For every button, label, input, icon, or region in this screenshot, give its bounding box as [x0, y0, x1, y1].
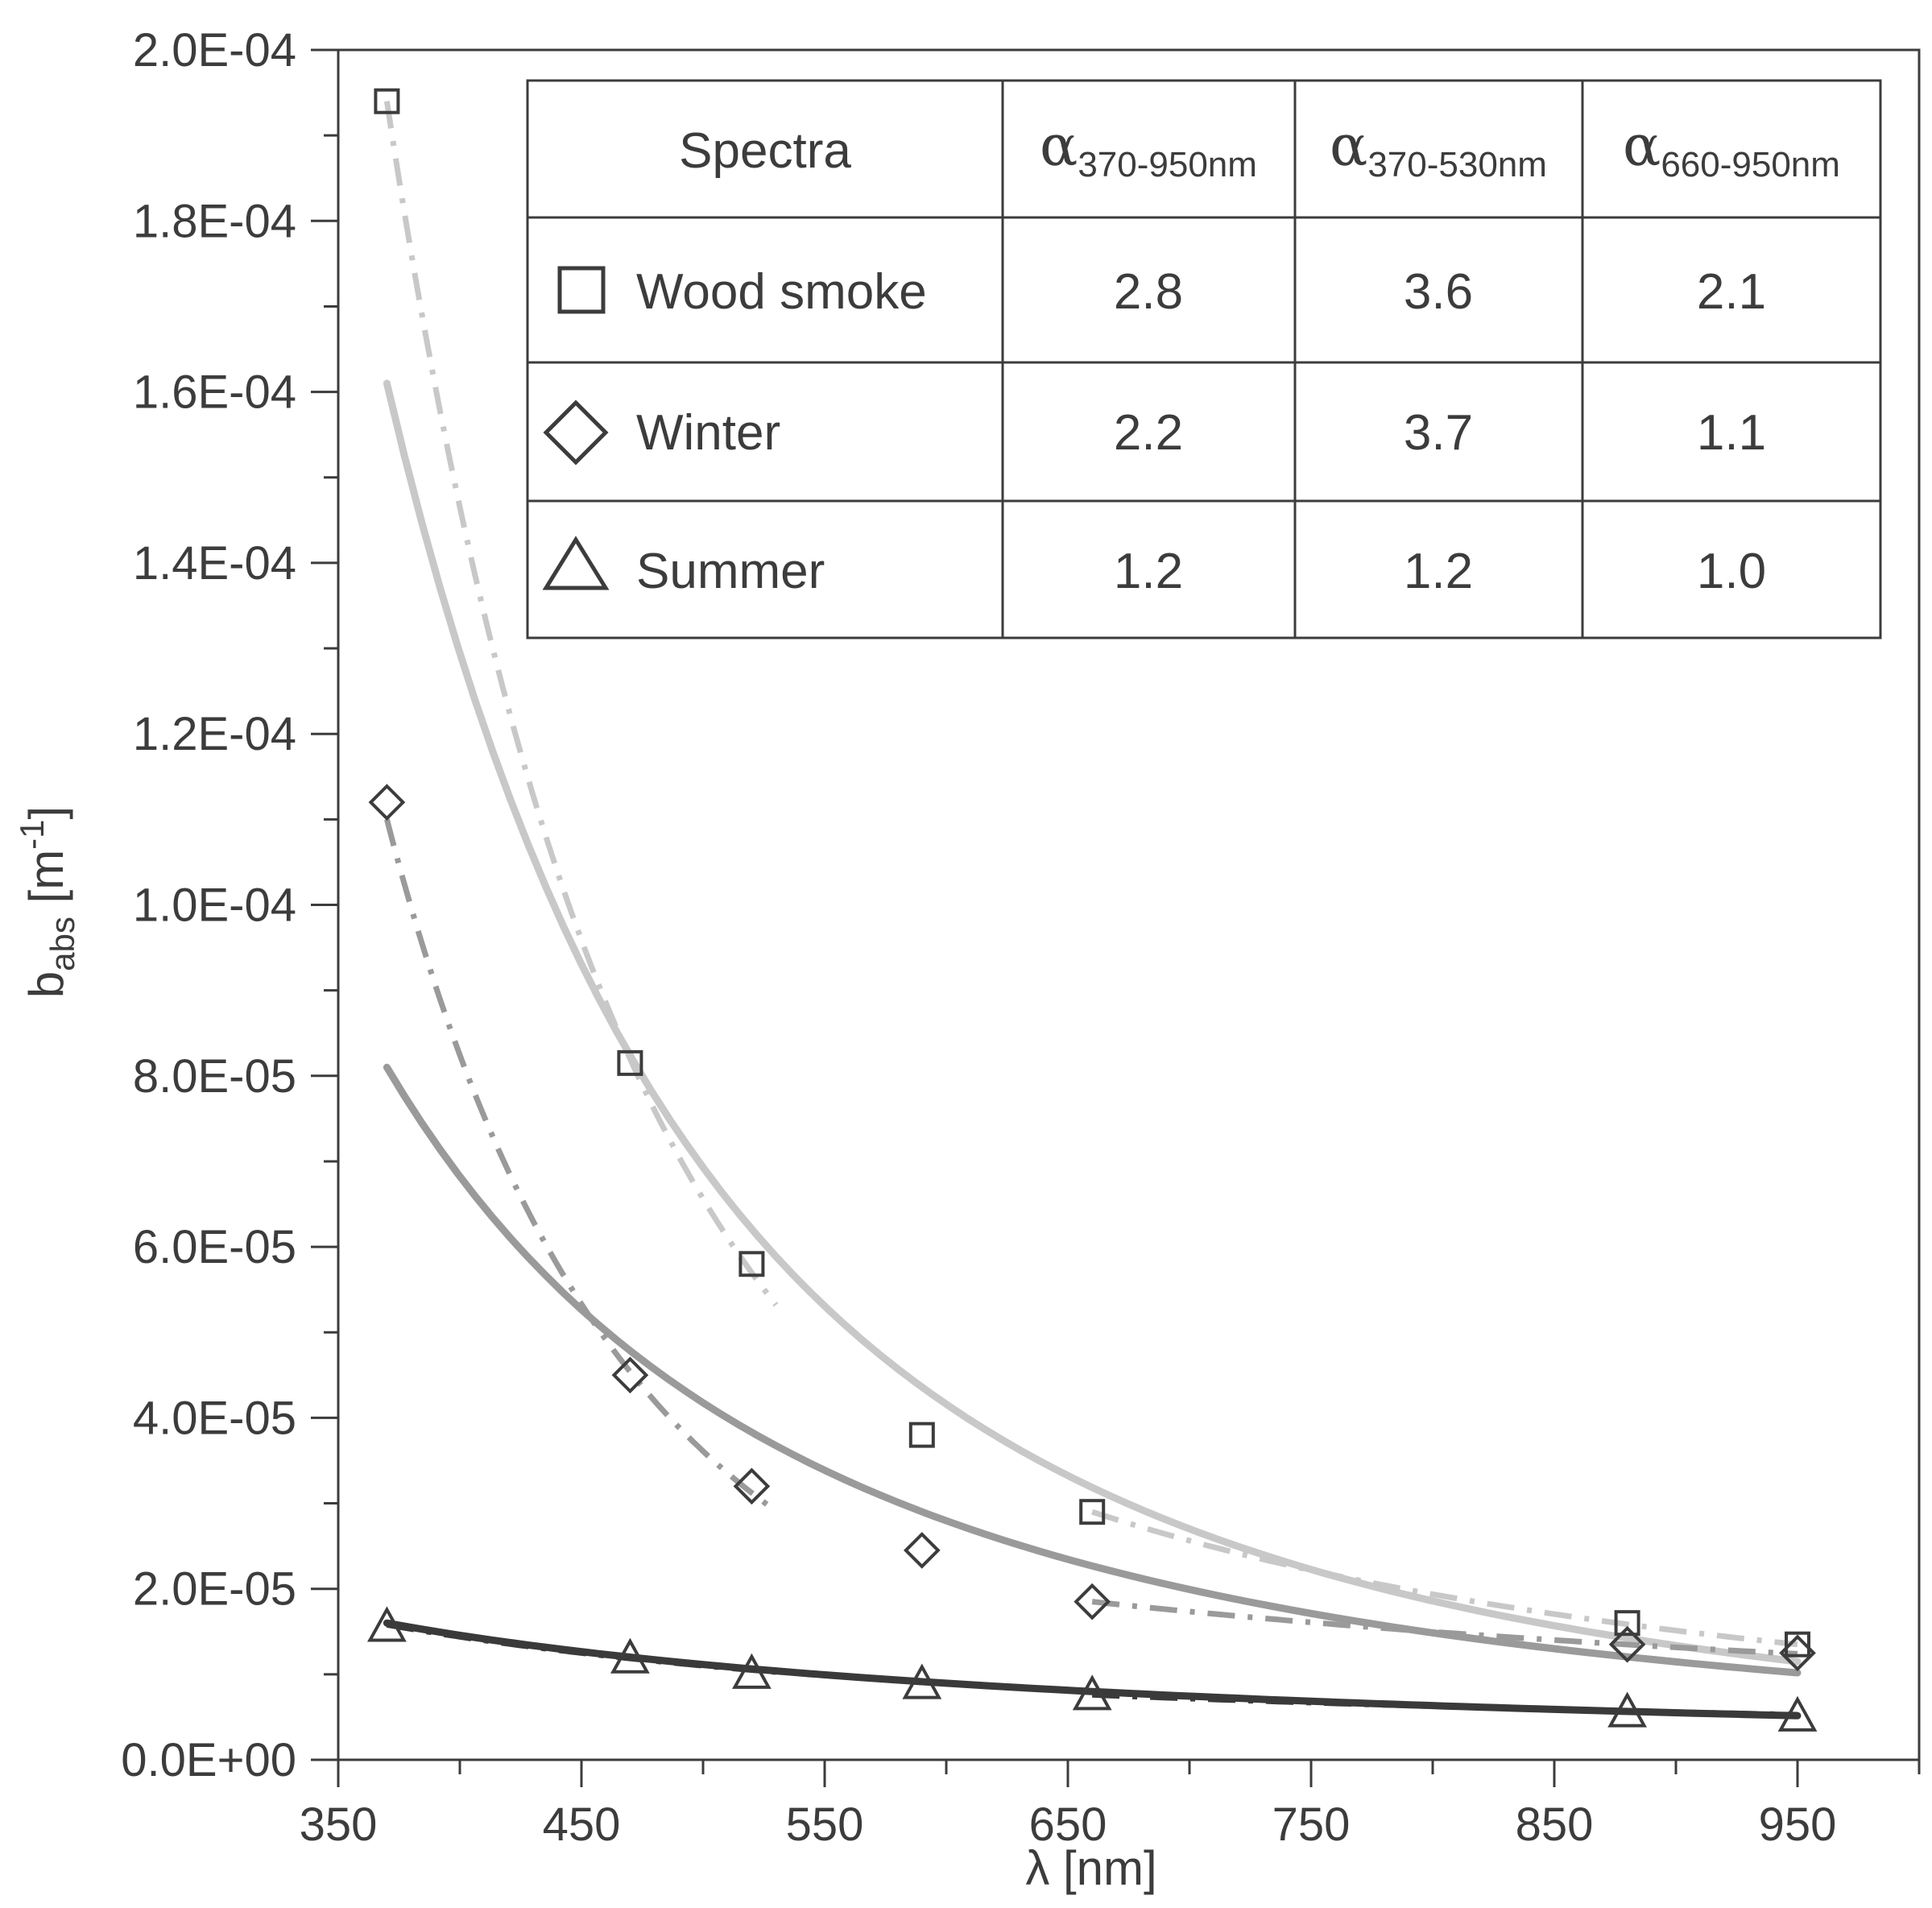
table-cell: 1.1	[1697, 405, 1766, 461]
table-cell: 2.2	[1114, 405, 1183, 461]
table-cell: 1.2	[1114, 544, 1183, 599]
winter-fit-370-530	[384, 818, 778, 1513]
summer-fit-370-950	[383, 1619, 1802, 1720]
x-tick-label: 750	[1272, 1798, 1351, 1851]
winter-data-point	[1779, 1634, 1816, 1672]
wood-smoke-data-point	[617, 1049, 643, 1076]
summer-data-point	[732, 1653, 772, 1689]
summer-fit-660-950	[1092, 1691, 1798, 1718]
summer-data-point	[1072, 1674, 1112, 1711]
alpha-table: Spectra α370-950nm α370-530nm α660-950nm…	[526, 79, 1882, 639]
y-tick-label: 4.0E-05	[133, 1392, 296, 1444]
y-tick-label: 0.0E+00	[121, 1734, 296, 1786]
winter-fit-370-950	[383, 1063, 1802, 1677]
summer-data-point	[902, 1663, 942, 1699]
winter-fit-660-950	[1091, 1599, 1798, 1657]
summer-data-point	[1777, 1695, 1818, 1732]
table-cell: 1.2	[1404, 544, 1473, 599]
triangle-marker-icon	[542, 536, 610, 590]
table-cell: 3.7	[1404, 405, 1473, 461]
y-tick-label: 8.0E-05	[133, 1050, 296, 1103]
wood-smoke-data-point	[1785, 1631, 1810, 1658]
table-row-label-wood-smoke: Wood smoke	[636, 264, 927, 320]
wood-smoke-data-point	[1614, 1610, 1640, 1637]
winter-data-point	[1074, 1583, 1111, 1620]
summer-fit-370-530	[386, 1621, 776, 1675]
summer-data-point	[1607, 1691, 1647, 1728]
table-cell: 1.0	[1697, 544, 1766, 599]
wood-smoke-fit-660-950	[1091, 1509, 1798, 1648]
y-tick-label: 1.8E-04	[133, 195, 296, 247]
y-tick-label: 2.0E-04	[133, 24, 296, 77]
table-header-alpha-2: α370-530nm	[1330, 113, 1547, 184]
y-tick-label: 1.4E-04	[133, 537, 296, 590]
diamond-marker-icon	[543, 399, 609, 466]
table-row-label-summer: Summer	[636, 544, 825, 599]
y-tick-label: 1.2E-04	[133, 708, 296, 760]
wood-smoke-data-point	[374, 88, 400, 114]
wood-smoke-data-point	[738, 1251, 765, 1277]
x-tick-label: 650	[1029, 1798, 1107, 1851]
winter-data-point	[368, 784, 406, 821]
table-header-alpha-3: α660-950nm	[1623, 113, 1840, 184]
table-cell: 3.6	[1404, 264, 1473, 320]
y-tick-label: 1.0E-04	[133, 880, 296, 932]
x-tick-label: 350	[300, 1798, 378, 1851]
wood-smoke-fit-370-530	[383, 101, 779, 1307]
winter-data-point	[1608, 1625, 1646, 1663]
table-cell: 2.1	[1697, 264, 1766, 320]
table-row-label-winter: Winter	[636, 405, 780, 461]
table-header-spectra: Spectra	[679, 123, 851, 179]
summer-data-point	[610, 1637, 650, 1674]
axes: 0.0E+00 2.0E-05 4.0E-05 6.0E-05 8.0E-05 1.0E-…	[121, 24, 1921, 1851]
summer-data-point	[367, 1606, 407, 1642]
data-markers	[367, 88, 1818, 1732]
winter-data-point	[611, 1356, 649, 1394]
wood-smoke-data-point	[908, 1422, 935, 1448]
y-tick-label: 1.6E-04	[133, 366, 296, 419]
square-marker-icon	[557, 266, 606, 314]
table-header-alpha-1: α370-950nm	[1040, 113, 1257, 184]
x-axis-title: λ [nm]	[1025, 1841, 1156, 1895]
x-tick-label: 950	[1759, 1798, 1837, 1851]
wood-smoke-data-point	[1079, 1499, 1106, 1525]
table-frame	[526, 79, 1882, 639]
table-cell: 2.8	[1114, 264, 1183, 320]
y-tick-label: 6.0E-05	[133, 1221, 296, 1273]
x-tick-label: 450	[543, 1798, 621, 1851]
x-tick-label: 850	[1516, 1798, 1594, 1851]
winter-data-point	[733, 1467, 771, 1505]
y-axis-title: babs [m-1]	[13, 806, 81, 998]
winter-data-point	[903, 1532, 941, 1569]
x-tick-label: 550	[786, 1798, 864, 1851]
y-tick-label: 2.0E-05	[133, 1563, 296, 1616]
